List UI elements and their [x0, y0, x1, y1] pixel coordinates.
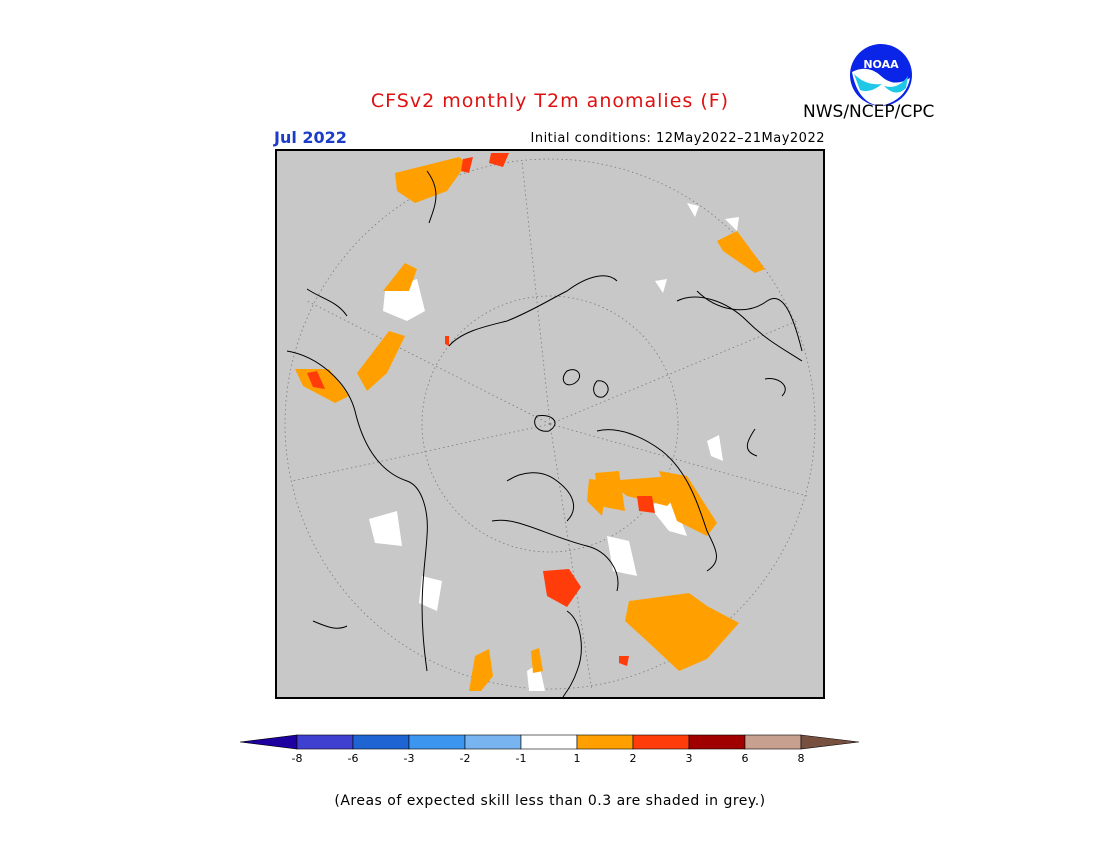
coastlines — [286, 170, 803, 697]
colorbar-segment — [352, 734, 410, 750]
anomaly-1-2-regions — [295, 157, 765, 691]
colorbar-segment — [464, 734, 522, 750]
colorbar-arrow-high — [800, 734, 860, 750]
colorbar-segment — [296, 734, 354, 750]
colorbar-tick-label: 3 — [685, 752, 693, 765]
colorbar-segment — [688, 734, 746, 750]
colorbar-tick-label: -6 — [347, 752, 359, 765]
map-title: CFSv2 monthly T2m anomalies (F) — [370, 90, 730, 112]
colorbar-tick-label: 2 — [629, 752, 637, 765]
forecast-month: Jul 2022 — [274, 128, 347, 147]
colorbar-tick-label: -3 — [403, 752, 415, 765]
agency-label: NWS/NCEP/CPC — [803, 102, 935, 122]
initial-conditions: Initial conditions: 12May2022–21May2022 — [530, 131, 825, 146]
graticule — [284, 158, 816, 692]
colorbar-segment — [576, 734, 634, 750]
colorbar-segment — [408, 734, 466, 750]
colorbar-tick-label: 6 — [741, 752, 749, 765]
colorbar-ticks: -8 -6 -3 -2 -1 1 2 3 6 8 — [0, 752, 1100, 770]
colorbar-tick-label: -8 — [291, 752, 303, 765]
polar-map — [275, 149, 825, 699]
colorbar-tick-label: 1 — [573, 752, 581, 765]
colorbar-segment — [632, 734, 690, 750]
anomaly-neutral-regions — [369, 203, 739, 691]
colorbar-tick-label: -1 — [515, 752, 527, 765]
skill-footnote: (Areas of expected skill less than 0.3 a… — [334, 793, 766, 809]
colorbar-arrow-low — [240, 734, 298, 750]
anomaly-2-3-regions — [307, 153, 655, 666]
colorbar-tick-label: -2 — [459, 752, 471, 765]
colorbar-tick-label: 8 — [797, 752, 805, 765]
polar-map-svg — [284, 153, 816, 697]
colorbar-segment — [520, 734, 578, 750]
colorbar — [240, 734, 860, 750]
noaa-logo-text: NOAA — [863, 58, 899, 71]
noaa-logo: NOAA — [850, 44, 912, 106]
colorbar-segment — [744, 734, 802, 750]
